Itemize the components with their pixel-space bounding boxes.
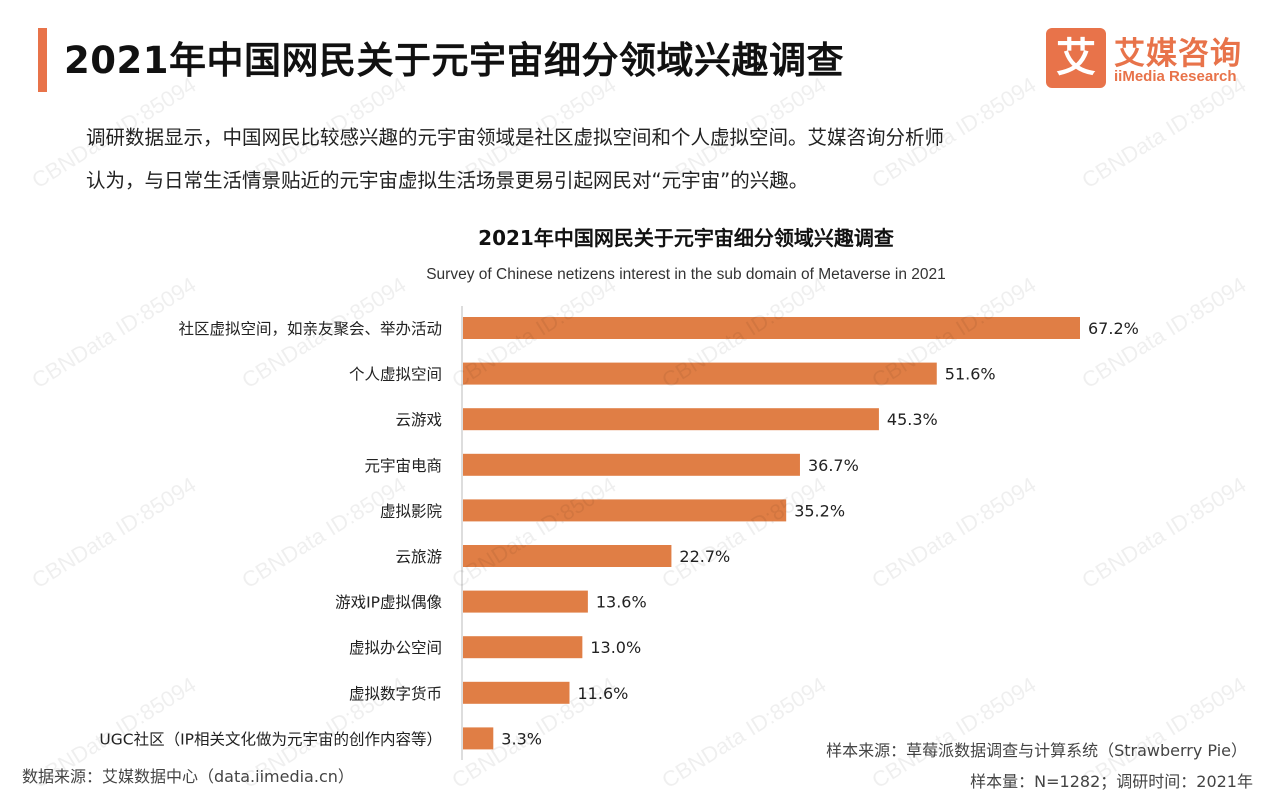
data-label: 35.2% [794, 501, 845, 520]
category-label: 虚拟影院 [380, 501, 442, 520]
data-label: 3.3% [501, 729, 542, 748]
category-label: 云游戏 [395, 411, 442, 429]
data-label: 13.0% [590, 638, 641, 657]
bar [463, 636, 583, 659]
intro-line-1: 调研数据显示，中国网民比较感兴趣的元宇宙领域是社区虚拟空间和个人虚拟空间。艾媒咨… [86, 126, 945, 149]
category-label: UGC社区（IP相关文化做为元宇宙的创作内容等） [99, 730, 442, 748]
category-label: 游戏IP虚拟偶像 [335, 594, 442, 612]
sample-size-note: 样本量：N=1282；调研时间：2021年 [970, 772, 1253, 791]
category-label: 社区虚拟空间，如亲友聚会、举办活动 [178, 320, 442, 338]
bar [463, 453, 800, 476]
chart-subtitle: Survey of Chinese netizens interest in t… [426, 266, 946, 283]
brand-logo: 艾 艾媒咨询 iiMedia Research [1046, 28, 1246, 90]
category-label: 个人虚拟空间 [349, 366, 442, 384]
bar [463, 317, 1080, 339]
data-label: 51.6% [945, 365, 996, 384]
bar [463, 681, 570, 704]
bar [463, 408, 879, 431]
data-label: 22.7% [679, 547, 730, 566]
bars-group: 社区虚拟空间，如亲友聚会、举办活动 67.2% 个人虚拟空间 51.6% 云游戏 45.3… [99, 317, 1139, 750]
data-label: 36.7% [808, 456, 859, 475]
data-label: 13.6% [596, 593, 647, 612]
data-source-note: 数据来源：艾媒数据中心（data.iimedia.cn） [22, 767, 354, 786]
page-title: 2021年中国网民关于元宇宙细分领域兴趣调查 [64, 39, 844, 82]
category-label: 云旅游 [395, 548, 442, 566]
sample-source-note: 样本来源：草莓派数据调查与计算系统（Strawberry Pie） [826, 741, 1247, 760]
data-label: 45.3% [887, 410, 938, 429]
chart-title: 2021年中国网民关于元宇宙细分领域兴趣调查 [478, 226, 894, 250]
intro-line-2: 认为，与日常生活情景贴近的元宇宙虚拟生活场景更易引起网民对“元宇宙”的兴趣。 [86, 169, 809, 192]
category-label: 元宇宙电商 [364, 457, 442, 475]
title-accent-bar [38, 28, 47, 92]
category-label: 虚拟办公空间 [349, 639, 442, 657]
bar [463, 545, 672, 567]
data-label: 67.2% [1088, 319, 1139, 338]
logo-name-en: iiMedia Research [1114, 68, 1237, 85]
category-label: 虚拟数字货币 [349, 685, 442, 703]
data-label: 11.6% [578, 684, 629, 703]
bar [463, 590, 588, 613]
bar [463, 499, 787, 522]
logo-name-cn: 艾媒咨询 [1114, 36, 1242, 72]
bar [463, 362, 937, 385]
bar [463, 727, 494, 750]
intro-paragraph: 调研数据显示，中国网民比较感兴趣的元宇宙领域是社区虚拟空间和个人虚拟空间。艾媒咨… [86, 116, 1196, 202]
logo-mark-icon: 艾 [1046, 28, 1106, 88]
